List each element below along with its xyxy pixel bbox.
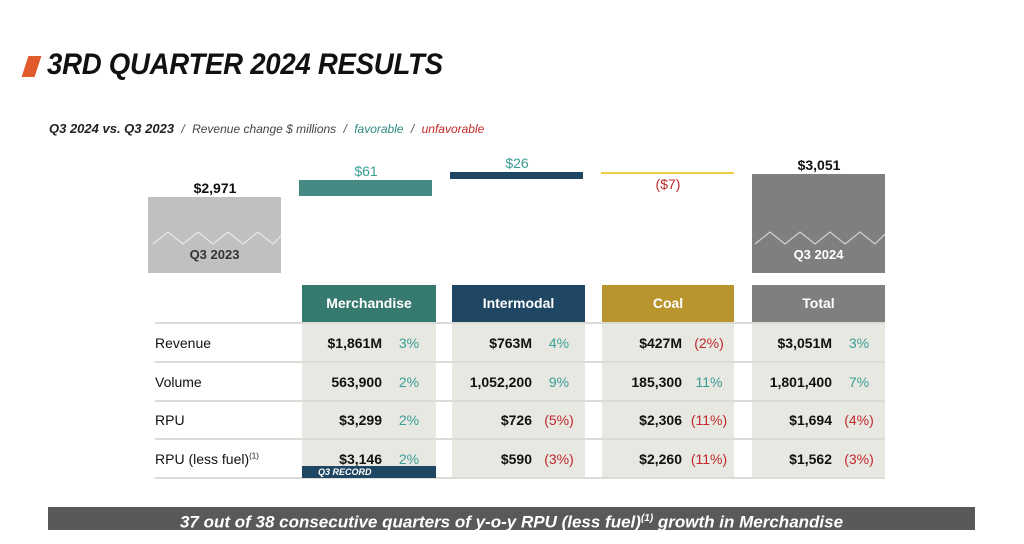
footer-text-end: growth in Merchandise xyxy=(653,512,844,532)
q3-2023-label: Q3 2023 xyxy=(189,247,240,262)
title-accent-slash xyxy=(21,56,42,77)
merchandise-pct-change-cell: 2% xyxy=(398,374,420,390)
coal-pct-change-cell: (11%) xyxy=(690,412,728,428)
q3-2024-bar: Q3 2024 xyxy=(752,174,885,273)
row-divider xyxy=(155,438,885,440)
axis-break-icon xyxy=(754,231,885,245)
total-pct-change-cell: 7% xyxy=(848,374,870,390)
intermodal-pct-change-cell: (3%) xyxy=(544,451,574,467)
intermodal-value-cell: 1,052,200 xyxy=(469,374,532,390)
intermodal-pct-change-cell: 9% xyxy=(548,374,570,390)
row-label: RPU (less fuel)(1) xyxy=(155,451,259,467)
row-label: Revenue xyxy=(155,335,211,351)
total-pct-change-cell: 3% xyxy=(848,335,870,351)
coal-delta-value: ($7) xyxy=(655,176,681,192)
coal-pct-change-cell: (11%) xyxy=(690,451,728,467)
intermodal-value-cell: $590 xyxy=(500,451,532,467)
q3-2023-bar: Q3 2023 xyxy=(148,197,281,273)
intermodal-value-cell: $763M xyxy=(489,335,532,351)
coal-value-cell: $427M xyxy=(639,335,682,351)
total-pct-change-cell: (4%) xyxy=(844,412,874,428)
intermodal-value-cell: $726 xyxy=(500,412,532,428)
column-header-intermodal: Intermodal xyxy=(452,285,585,322)
row-divider xyxy=(155,361,885,363)
q3-2024-label: Q3 2024 xyxy=(793,247,844,262)
column-header-coal: Coal xyxy=(602,285,734,322)
coal-pct-change-cell: (2%) xyxy=(694,335,724,351)
row-label: Volume xyxy=(155,374,202,390)
row-divider xyxy=(155,400,885,402)
row-divider xyxy=(155,477,885,479)
row-label: RPU xyxy=(155,412,185,428)
row-label-text: Volume xyxy=(155,374,202,390)
page-title: 3RD QUARTER 2024 RESULTS xyxy=(47,48,443,81)
column-header-total: Total xyxy=(752,285,885,322)
column-header-merchandise: Merchandise xyxy=(302,285,436,322)
merchandise-pct-change-cell: 2% xyxy=(398,451,420,467)
footer-footnote-marker: (1) xyxy=(640,513,654,524)
row-divider xyxy=(155,322,885,324)
coal-value-cell: $2,260 xyxy=(639,451,682,467)
total-value-cell: $1,562 xyxy=(789,451,832,467)
merchandise-value-cell: $3,299 xyxy=(339,412,382,428)
coal-pct-change-cell: 11% xyxy=(695,374,723,390)
footer-text: 37 out of 38 consecutive quarters of y-o… xyxy=(179,512,641,532)
total-value-cell: $3,051M xyxy=(777,335,832,351)
intermodal-pct-change-cell: 4% xyxy=(548,335,570,351)
merchandise-pct-change-cell: 3% xyxy=(398,335,420,351)
intermodal-pct-change-cell: (5%) xyxy=(544,412,574,428)
q3-record-badge: Q3 RECORD xyxy=(302,466,436,478)
subtitle-separator: / xyxy=(343,122,347,136)
subtitle-comparison: Q3 2024 vs. Q3 2023 xyxy=(49,121,175,136)
merchandise-pct-change-cell: 2% xyxy=(398,412,420,428)
axis-break-icon xyxy=(152,231,281,245)
merchandise-delta-value: $61 xyxy=(354,163,378,179)
q3-2023-value: $2,971 xyxy=(193,180,237,196)
intermodal-delta-value: $26 xyxy=(505,155,529,171)
merchandise-value-cell: 563,900 xyxy=(331,374,382,390)
favorable-legend: favorable xyxy=(354,122,404,136)
total-value-cell: $1,694 xyxy=(789,412,832,428)
row-label-text: Revenue xyxy=(155,335,212,351)
coal-delta-bar xyxy=(601,172,734,174)
q3-2024-value: $3,051 xyxy=(797,157,841,173)
subtitle-separator: / xyxy=(181,122,185,136)
merchandise-value-cell: $3,146 xyxy=(339,451,382,467)
subtitle-separator: / xyxy=(410,122,415,136)
coal-value-cell: 185,300 xyxy=(631,374,682,390)
subtitle-metric: Revenue change $ millions xyxy=(192,122,337,136)
row-label-text: RPU (less fuel) xyxy=(155,451,250,467)
total-value-cell: 1,801,400 xyxy=(769,374,832,390)
merchandise-value-cell: $1,861M xyxy=(327,335,382,351)
unfavorable-legend: unfavorable xyxy=(421,122,485,136)
subtitle: Q3 2024 vs. Q3 2023 / Revenue change $ m… xyxy=(49,121,484,136)
row-label-text: RPU xyxy=(155,412,185,428)
footnote-marker: (1) xyxy=(249,451,259,461)
merchandise-delta-bar xyxy=(299,180,432,196)
intermodal-delta-bar xyxy=(450,172,583,179)
total-pct-change-cell: (3%) xyxy=(844,451,874,467)
footer-banner: 37 out of 38 consecutive quarters of y-o… xyxy=(48,507,975,532)
coal-value-cell: $2,306 xyxy=(639,412,682,428)
